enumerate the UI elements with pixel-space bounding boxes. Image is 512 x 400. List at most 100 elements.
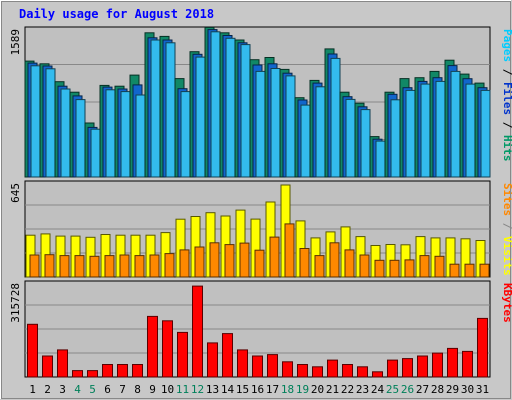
bar-kbytes-day-24 <box>372 371 383 378</box>
bar-kbytes-day-18 <box>282 361 293 378</box>
x-tick-day-2: 2 <box>44 383 51 396</box>
bar-pages-day-17 <box>270 68 281 178</box>
bar-kbytes-day-11 <box>177 331 188 378</box>
x-axis-labels: 1 2 3 4 5 6 7 8 9 10 11 12 13 14 15 16 17 18 19 20 21 22 23 24 2… <box>29 383 489 396</box>
bar-pages-day-1 <box>30 65 41 178</box>
x-tick-day-26: 26 <box>401 383 414 396</box>
x-tick-day-10: 10 <box>161 383 174 396</box>
legend-item-pages: Pages <box>501 29 512 62</box>
x-tick-day-27: 27 <box>416 383 429 396</box>
x-tick-day-21: 21 <box>326 383 339 396</box>
bar-kbytes-day-23 <box>357 366 368 378</box>
bar-kbytes-day-22 <box>342 364 353 378</box>
bar-sites-day-8 <box>134 255 145 278</box>
bar-sites-day-31 <box>479 263 490 278</box>
bar-pages-day-7 <box>120 91 131 178</box>
x-tick-day-25: 25 <box>386 383 399 396</box>
bar-sites-day-15 <box>239 242 250 278</box>
chart-panels: 1589 Pages / Files / Hits 645 Sites / Visit… <box>9 26 512 378</box>
bar-kbytes-day-25 <box>387 359 398 378</box>
bar-kbytes-day-16 <box>252 355 263 378</box>
bar-sites-day-4 <box>74 255 85 278</box>
bar-sites-day-25 <box>389 259 400 278</box>
bar-pages-day-3 <box>60 88 71 178</box>
bar-sites-day-9 <box>149 254 160 278</box>
bar-pages-day-28 <box>435 80 446 178</box>
bar-sites-day-24 <box>374 259 385 278</box>
bar-kbytes-day-6 <box>102 364 113 378</box>
legend-separator: / <box>501 62 512 82</box>
bar-sites-day-16 <box>254 249 265 278</box>
bar-sites-day-26 <box>404 259 415 278</box>
x-tick-day-5: 5 <box>89 383 96 396</box>
bar-kbytes-day-20 <box>312 366 323 378</box>
bar-kbytes-day-4 <box>72 370 83 378</box>
x-tick-day-11: 11 <box>176 383 189 396</box>
bar-kbytes-day-5 <box>87 370 98 378</box>
bar-pages-day-10 <box>165 42 176 178</box>
legend-separator: / <box>501 216 512 236</box>
x-tick-day-13: 13 <box>206 383 219 396</box>
legend-bottom: KBytes <box>501 283 512 323</box>
bar-sites-day-11 <box>179 249 190 278</box>
bar-sites-day-17 <box>269 236 280 278</box>
panel-top: 1589 Pages / Files / Hits <box>9 26 512 178</box>
bar-kbytes-day-30 <box>462 350 473 378</box>
bar-kbytes-day-29 <box>447 347 458 378</box>
bar-sites-day-1 <box>29 254 40 278</box>
bar-sites-day-18 <box>284 223 295 278</box>
x-tick-day-22: 22 <box>341 383 354 396</box>
bar-sites-day-7 <box>119 254 130 278</box>
x-tick-day-1: 1 <box>29 383 36 396</box>
legend-item-visits: Visits <box>501 236 512 276</box>
bar-sites-day-20 <box>314 255 325 278</box>
bar-pages-day-23 <box>360 109 371 178</box>
bar-pages-day-24 <box>375 140 386 178</box>
bar-kbytes-day-17 <box>267 354 278 378</box>
axis-max-label: 1589 <box>9 29 22 56</box>
bar-sites-day-22 <box>344 249 355 278</box>
bar-pages-day-4 <box>75 99 86 178</box>
bar-sites-day-5 <box>89 255 100 278</box>
bar-kbytes-day-19 <box>297 364 308 378</box>
bar-kbytes-day-10 <box>162 320 173 378</box>
x-tick-day-8: 8 <box>134 383 141 396</box>
bar-pages-day-30 <box>465 83 476 178</box>
bar-sites-day-3 <box>59 255 70 278</box>
bar-pages-day-15 <box>240 44 251 178</box>
bar-sites-day-27 <box>419 255 430 278</box>
bar-kbytes-day-12 <box>192 285 203 378</box>
bar-kbytes-day-13 <box>207 342 218 378</box>
bar-kbytes-day-31 <box>477 317 488 378</box>
bar-kbytes-day-21 <box>327 359 338 378</box>
bar-pages-day-29 <box>450 70 461 178</box>
x-tick-day-20: 20 <box>311 383 324 396</box>
legend-item-sites: Sites <box>501 183 512 216</box>
x-tick-day-3: 3 <box>59 383 66 396</box>
axis-max-label: 645 <box>9 183 22 203</box>
legend-top: Pages / Files / Hits <box>501 29 512 162</box>
x-tick-day-4: 4 <box>74 383 81 396</box>
bar-sites-day-14 <box>224 244 235 278</box>
bar-pages-day-5 <box>90 128 101 178</box>
x-tick-day-19: 19 <box>296 383 309 396</box>
x-tick-day-31: 31 <box>476 383 489 396</box>
bar-pages-day-18 <box>285 75 296 178</box>
x-tick-day-9: 9 <box>149 383 156 396</box>
bar-sites-day-19 <box>299 248 310 278</box>
bar-kbytes-day-7 <box>117 364 128 378</box>
x-tick-day-23: 23 <box>356 383 369 396</box>
bar-pages-day-16 <box>255 70 266 178</box>
bar-kbytes-day-27 <box>417 355 428 378</box>
bar-kbytes-day-1 <box>27 323 38 378</box>
bar-pages-day-25 <box>390 99 401 178</box>
bar-pages-day-9 <box>150 39 161 178</box>
bar-pages-day-11 <box>180 91 191 178</box>
bar-pages-day-20 <box>315 86 326 178</box>
legend-item-kbytes: KBytes <box>501 283 512 323</box>
x-tick-day-12: 12 <box>191 383 204 396</box>
x-tick-day-6: 6 <box>104 383 111 396</box>
bar-pages-day-2 <box>45 68 56 178</box>
